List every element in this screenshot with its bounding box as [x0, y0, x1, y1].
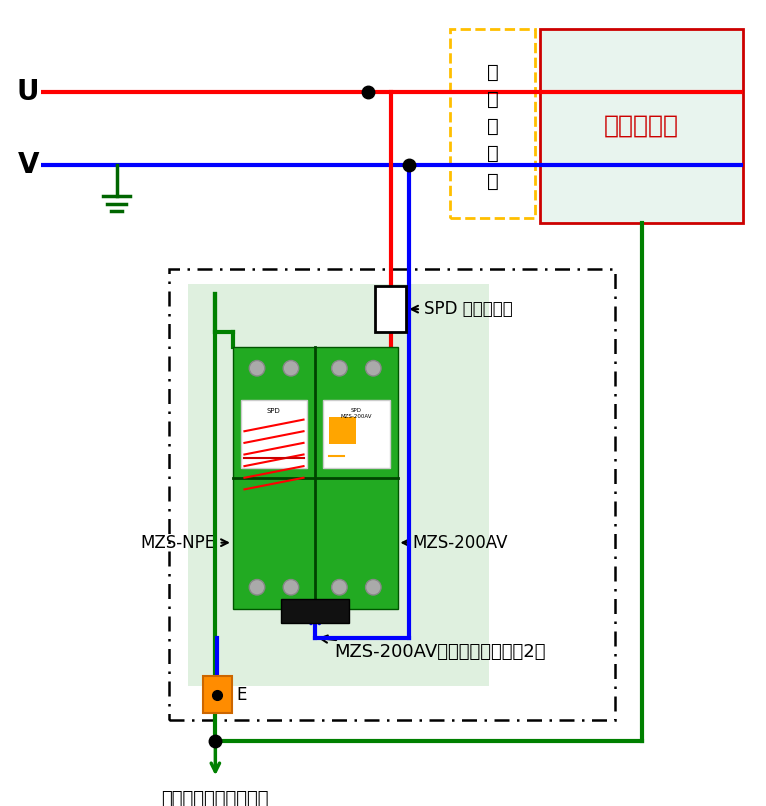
Circle shape	[332, 580, 347, 595]
Text: MZS-200AV用ショートバー（2）: MZS-200AV用ショートバー（2）	[320, 635, 546, 661]
Bar	[540, 29, 744, 223]
Circle shape	[283, 360, 299, 376]
Text: 漏: 漏	[486, 63, 499, 82]
Text: V: V	[18, 151, 39, 179]
Bar	[233, 347, 398, 609]
Bar	[323, 401, 390, 468]
Bar	[450, 29, 535, 218]
Circle shape	[332, 360, 347, 376]
Circle shape	[249, 580, 265, 595]
Text: ボンディング用バーへ: ボンディング用バーへ	[162, 790, 269, 806]
Circle shape	[249, 360, 265, 376]
Text: 被保護機器: 被保護機器	[604, 114, 679, 138]
Bar	[203, 676, 232, 713]
Circle shape	[283, 580, 299, 595]
Circle shape	[365, 360, 381, 376]
Text: 遮: 遮	[486, 117, 499, 136]
Bar	[329, 417, 356, 444]
Text: SPD 外部分離器: SPD 外部分離器	[411, 300, 512, 318]
Circle shape	[365, 580, 381, 595]
Bar	[169, 269, 614, 720]
Text: MZS-NPE: MZS-NPE	[141, 534, 228, 551]
Text: 断: 断	[486, 144, 499, 164]
Text: 器: 器	[486, 172, 499, 190]
Text: MZS-200AV: MZS-200AV	[403, 534, 508, 551]
Text: U: U	[17, 78, 39, 106]
Bar	[188, 284, 489, 686]
Bar	[281, 599, 349, 623]
Text: 電: 電	[486, 90, 499, 109]
Text: E: E	[237, 686, 247, 704]
Text: SPD
MZS-200AV: SPD MZS-200AV	[340, 408, 372, 419]
Bar	[241, 401, 307, 468]
Bar	[375, 286, 406, 332]
Text: SPD: SPD	[267, 408, 280, 414]
